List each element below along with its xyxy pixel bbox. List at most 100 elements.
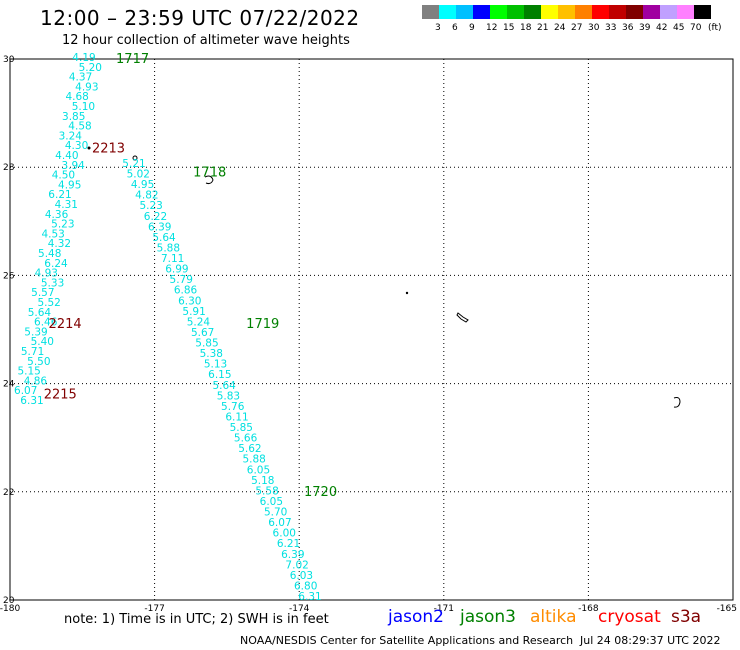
wave-height-label: 4.82 bbox=[135, 190, 158, 202]
longitude-tick-label: -165 bbox=[717, 604, 737, 614]
wave-height-label: 6.07 bbox=[14, 385, 37, 397]
island-marker bbox=[87, 146, 91, 150]
wave-height-label: 6.31 bbox=[298, 591, 321, 603]
wave-height-label: 6.21 bbox=[277, 538, 300, 550]
pass-time-label: 2214 bbox=[49, 317, 82, 332]
wave-height-label: 4.30 bbox=[65, 140, 88, 152]
map-subtitle: 12 hour collection of altimeter wave hei… bbox=[62, 33, 350, 48]
wave-height-label: 5.64 bbox=[152, 232, 176, 244]
island-marker bbox=[405, 291, 409, 295]
wave-height-label: 4.36 bbox=[45, 209, 69, 221]
wave-height-label: 4.32 bbox=[48, 238, 71, 250]
map-grid bbox=[9, 58, 734, 601]
wave-height-label: 5.23 bbox=[139, 200, 162, 212]
pass-time-label: 2215 bbox=[44, 387, 77, 402]
wave-height-label: 5.23 bbox=[51, 219, 74, 231]
wave-height-label: 7.11 bbox=[161, 253, 184, 265]
wave-height-label: 4.93 bbox=[35, 268, 58, 280]
satellite-legend-item: jason3 bbox=[460, 607, 516, 627]
color-scale-swatch bbox=[660, 5, 677, 19]
color-scale-swatch bbox=[439, 5, 456, 19]
color-scale-swatch bbox=[643, 5, 660, 19]
color-scale-swatch bbox=[473, 5, 490, 19]
wave-height-label: 4.95 bbox=[58, 179, 81, 191]
wave-height-label: 5.48 bbox=[38, 248, 61, 260]
island-marker bbox=[132, 155, 138, 161]
wave-height-label: 6.46 bbox=[34, 317, 58, 329]
wave-height-label: 6.22 bbox=[144, 211, 167, 223]
color-scale-label: 36 bbox=[622, 23, 634, 33]
island-outline bbox=[673, 397, 681, 408]
wave-height-label: 5.18 bbox=[251, 475, 274, 487]
wave-height-label: 4.31 bbox=[55, 199, 78, 211]
longitude-tick-label: -171 bbox=[434, 604, 454, 614]
pass-time-label: 1719 bbox=[246, 317, 279, 332]
color-scale-swatch bbox=[422, 5, 439, 19]
wave-height-label: 4.95 bbox=[131, 179, 154, 191]
latitude-tick-label: 20 bbox=[3, 596, 15, 606]
wave-height-label: 5.85 bbox=[195, 338, 218, 350]
color-scale-label: 33 bbox=[605, 23, 617, 33]
wave-height-label: 7.02 bbox=[285, 559, 308, 571]
color-scale-swatch bbox=[558, 5, 575, 19]
color-scale-swatch bbox=[626, 5, 643, 19]
longitude-tick-label: -168 bbox=[578, 604, 599, 614]
color-scale-swatch bbox=[456, 5, 473, 19]
wave-height-label: 5.91 bbox=[182, 306, 205, 318]
wave-height-label: 6.80 bbox=[294, 580, 317, 592]
color-scale-label: 27 bbox=[571, 23, 583, 33]
color-scale-label: 9 bbox=[469, 23, 475, 33]
wave-height-label: 6.05 bbox=[247, 464, 270, 476]
wave-height-label: 6.07 bbox=[268, 517, 291, 529]
color-scale-swatch bbox=[541, 5, 558, 19]
wave-height-label: 6.31 bbox=[20, 395, 43, 407]
longitude-tick-label: -174 bbox=[289, 604, 310, 614]
wave-height-label: 5.67 bbox=[191, 327, 214, 339]
color-scale-label: 70 bbox=[690, 23, 702, 33]
wave-height-label: 6.99 bbox=[165, 264, 188, 276]
wave-height-label: 6.86 bbox=[174, 285, 198, 297]
wave-height-label: 4.50 bbox=[52, 170, 75, 182]
wave-height-label: 4.19 bbox=[72, 52, 95, 64]
altimeter-track-1: 4.195.204.374.934.685.103.854.583.244.30… bbox=[14, 52, 102, 407]
wave-height-label: 5.57 bbox=[31, 287, 54, 299]
wave-height-label: 4.58 bbox=[68, 121, 91, 133]
wave-height-label: 5.62 bbox=[238, 443, 261, 455]
pass-time-label: 1720 bbox=[304, 485, 337, 500]
pass-time-label: 1717 bbox=[116, 52, 149, 67]
color-scale-unit: (ft) bbox=[708, 23, 722, 33]
wave-height-label: 6.30 bbox=[178, 295, 201, 307]
wave-height-label: 6.39 bbox=[148, 221, 171, 233]
color-scale-label: 24 bbox=[554, 23, 566, 33]
color-scale-label: 6 bbox=[452, 23, 458, 33]
wave-height-label: 5.88 bbox=[157, 242, 180, 254]
wave-height-label: 4.40 bbox=[55, 150, 78, 162]
altimeter-track-2: 5.215.024.954.825.236.226.395.645.887.11… bbox=[122, 158, 321, 603]
generated-timestamp: Jul 24 08:29:37 UTC 2022 bbox=[580, 634, 721, 647]
wave-height-label: 5.52 bbox=[37, 297, 60, 309]
wave-height-label: 5.76 bbox=[221, 401, 245, 413]
wave-height-label: 4.68 bbox=[65, 91, 88, 103]
color-scale-label: 45 bbox=[673, 23, 685, 33]
wave-height-label: 4.53 bbox=[41, 228, 64, 240]
color-scale-label: 3 bbox=[435, 23, 441, 33]
island-outline bbox=[456, 312, 469, 323]
wave-height-label: 5.64 bbox=[212, 380, 236, 392]
wave-height-label: 5.10 bbox=[72, 101, 95, 113]
wave-height-label: 5.64 bbox=[28, 307, 52, 319]
wave-height-label: 4.37 bbox=[69, 72, 92, 84]
color-scale-swatch bbox=[592, 5, 609, 19]
color-scale-swatch bbox=[677, 5, 694, 19]
color-scale-label: 39 bbox=[639, 23, 651, 33]
map-frame bbox=[9, 58, 734, 601]
wave-height-label: 6.03 bbox=[290, 570, 313, 582]
color-scale-label: 30 bbox=[588, 23, 600, 33]
wave-height-label: 5.39 bbox=[24, 326, 47, 338]
pass-time-label: 2213 bbox=[92, 141, 125, 156]
wave-height-label: 5.66 bbox=[234, 433, 258, 445]
wave-height-label: 5.15 bbox=[17, 366, 40, 378]
color-scale-swatch bbox=[524, 5, 541, 19]
wave-height-label: 4.86 bbox=[24, 375, 48, 387]
wave-height-label: 5.79 bbox=[170, 274, 193, 286]
wave-height-label: 5.02 bbox=[127, 169, 150, 181]
